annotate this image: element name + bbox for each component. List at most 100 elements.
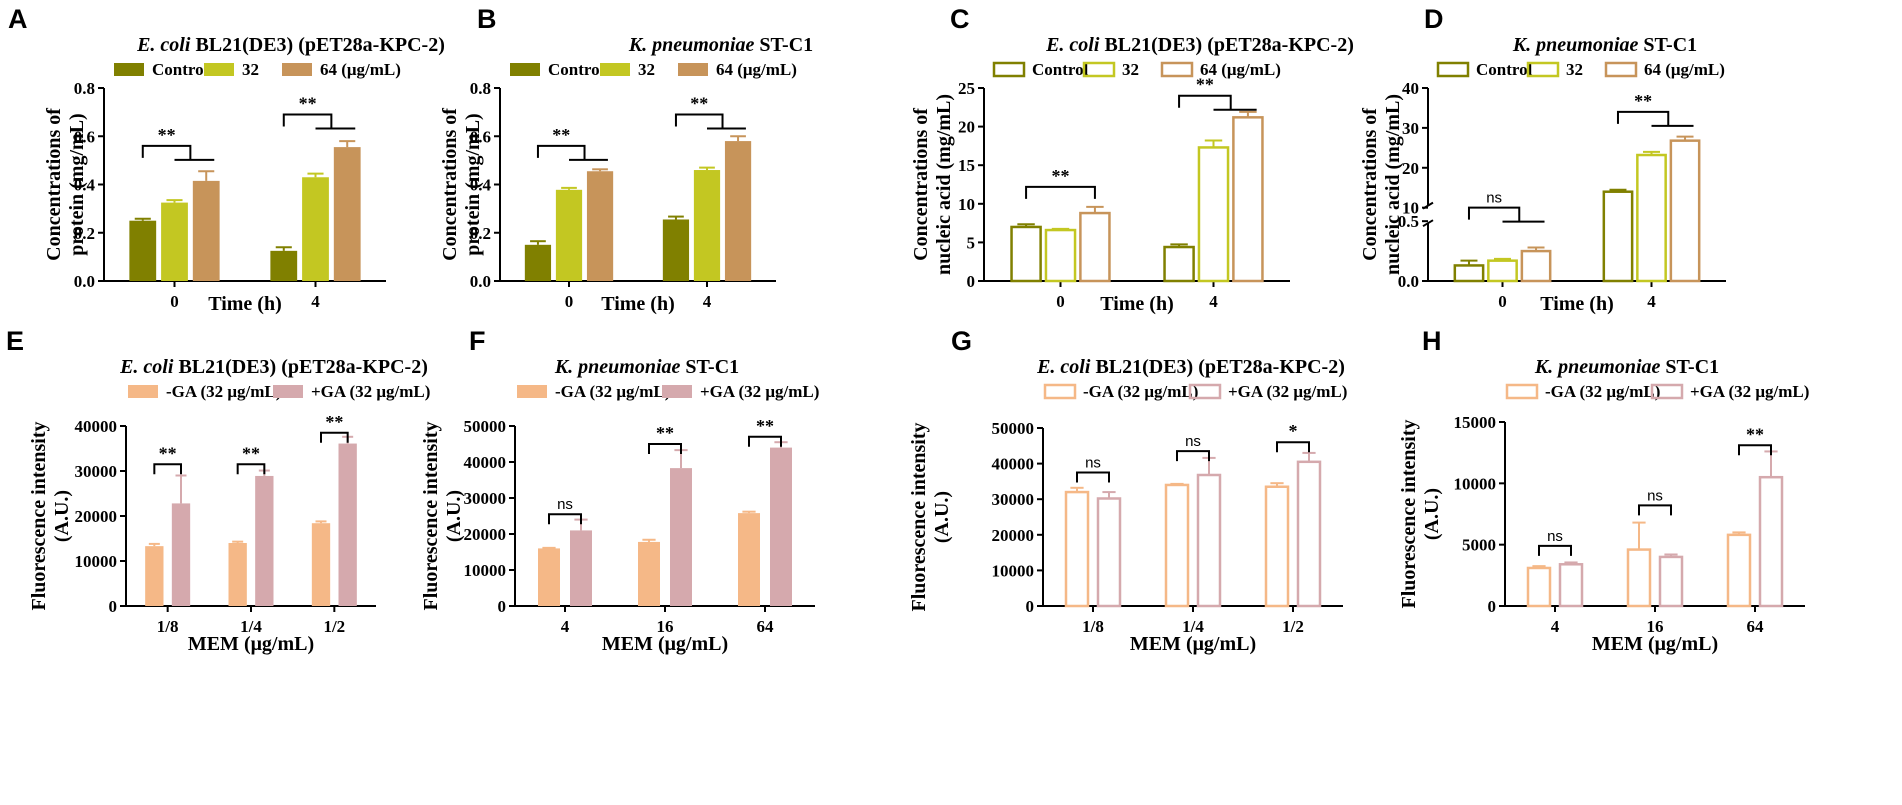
error-bar bbox=[1632, 521, 1646, 550]
x-tick-label: 1/8 bbox=[157, 617, 179, 636]
panel-a: A E. coli BL21(DE3) (pET28a-KPC-2) Control… bbox=[8, 4, 445, 315]
significance-bracket: ** bbox=[153, 443, 182, 475]
error-bar bbox=[1070, 486, 1084, 493]
chart-title: K. pneumoniae ST-C1 bbox=[1534, 356, 1719, 378]
y-tick-label: 10000 bbox=[992, 561, 1035, 580]
title-rest: BL21(DE3) (pET28a-KPC-2) bbox=[190, 34, 444, 56]
legend-label: 64 (μg/mL) bbox=[1200, 60, 1281, 79]
y-tick-label: 20 bbox=[958, 118, 975, 137]
y-tick-label: 40000 bbox=[464, 453, 507, 472]
y-tick-label: 0.5 bbox=[1398, 212, 1419, 231]
y-tick-label: 0 bbox=[967, 272, 976, 291]
title-italic: K. pneumoniae bbox=[554, 356, 681, 378]
legend-swatch bbox=[273, 385, 303, 398]
y-tick-label: 20 bbox=[1402, 159, 1419, 178]
title-italic: E. coli bbox=[136, 34, 191, 56]
y-tick-label: 15000 bbox=[1454, 413, 1497, 432]
y-tick-label: 25 bbox=[958, 79, 975, 98]
y-tick-label: 40 bbox=[1402, 79, 1419, 98]
y-tick-label: 0.4 bbox=[74, 176, 96, 195]
legend-swatch bbox=[1526, 61, 1560, 78]
legend-swatch bbox=[678, 63, 708, 76]
y-axis-label-line: Fluorescence intensity bbox=[1398, 419, 1420, 608]
x-axis-label: Time (h) bbox=[1540, 293, 1614, 315]
error-bar bbox=[148, 542, 160, 547]
bar bbox=[333, 147, 361, 281]
error-bar bbox=[742, 510, 756, 514]
bar bbox=[338, 443, 357, 606]
axes: 0 10000 20000 30000 40000 1/8 1/4 1/2 bbox=[75, 417, 376, 636]
significance-label: * bbox=[1289, 421, 1298, 441]
bracket-line bbox=[320, 431, 349, 443]
significance-bracket: ns bbox=[1638, 487, 1672, 516]
legend-label: 32 bbox=[242, 60, 259, 79]
y-axis-label-line: Concentrations of bbox=[910, 108, 932, 261]
y-tick-label: 0.6 bbox=[470, 127, 491, 146]
error-bar bbox=[1302, 451, 1316, 462]
y-tick-label: 20000 bbox=[464, 525, 507, 544]
y-tick-label: 40000 bbox=[992, 455, 1035, 474]
x-axis-label: Time (h) bbox=[1100, 293, 1174, 315]
title-rest: BL21(DE3) (pET28a-KPC-2) bbox=[1090, 356, 1344, 378]
bracket-line bbox=[236, 463, 266, 475]
y-axis-label: Fluorescence intensity(A.U.) bbox=[908, 422, 953, 611]
legend-label: Control bbox=[152, 60, 209, 79]
bar bbox=[311, 523, 331, 606]
bar bbox=[638, 541, 660, 606]
y-tick-label: 15 bbox=[958, 156, 975, 175]
bracket-line bbox=[1276, 441, 1310, 453]
error-bar bbox=[1676, 135, 1694, 141]
panel-g: G E. coli BL21(DE3) (pET28a-KPC-2) -GA (32… bbox=[908, 326, 1347, 655]
y-tick-label: 0.0 bbox=[74, 272, 95, 291]
bar bbox=[1669, 139, 1701, 283]
legend: Control 32 64 (μg/mL) bbox=[1436, 60, 1725, 79]
error-bar bbox=[166, 199, 183, 203]
title-rest: ST-C1 bbox=[1660, 356, 1719, 378]
error-bar bbox=[1609, 188, 1627, 192]
bracket-line bbox=[1738, 444, 1772, 456]
bar bbox=[171, 503, 191, 606]
y-axis-label-line: (A.U.) bbox=[1421, 488, 1443, 540]
bar bbox=[1758, 475, 1784, 608]
error-bar bbox=[1170, 243, 1188, 248]
x-axis-label: Time (h) bbox=[601, 293, 675, 315]
significance-label: ** bbox=[552, 125, 570, 145]
y-tick-label: 0.8 bbox=[470, 79, 491, 98]
legend-label: +GA (32 μg/mL) bbox=[311, 382, 430, 401]
error-bar bbox=[1086, 205, 1104, 214]
bracket-line bbox=[1076, 471, 1110, 483]
significance-bracket: ns bbox=[1538, 528, 1572, 556]
bar bbox=[161, 202, 188, 281]
significance-bracket: ** bbox=[674, 94, 746, 130]
y-axis-label-line: Concentrations of bbox=[1359, 108, 1381, 261]
bar bbox=[1658, 555, 1684, 608]
significance-label: ** bbox=[1746, 424, 1764, 444]
bar bbox=[1558, 563, 1584, 608]
y-tick-label: 20000 bbox=[75, 507, 118, 526]
panel-letter: B bbox=[477, 4, 497, 34]
bar bbox=[1726, 533, 1752, 608]
bar bbox=[693, 170, 721, 281]
axes: 0 5000 10000 15000 4 16 64 bbox=[1454, 413, 1805, 636]
bar bbox=[1526, 566, 1552, 608]
legend-label: 64 (μg/mL) bbox=[716, 60, 797, 79]
y-axis-label: Fluorescence intensity(A.U.) bbox=[1398, 419, 1443, 608]
bar bbox=[270, 250, 298, 281]
legend: -GA (32 μg/mL) +GA (32 μg/mL) bbox=[1505, 382, 1809, 401]
y-axis-label-line: nucleic acid (mg/mL) bbox=[933, 94, 955, 275]
legend-swatch bbox=[1160, 61, 1194, 78]
error-bar bbox=[730, 135, 746, 142]
significance-label: ** bbox=[1634, 91, 1652, 111]
bar bbox=[570, 530, 592, 606]
bar bbox=[662, 219, 690, 281]
significance-label: ** bbox=[242, 443, 260, 463]
x-tick-label: 4 bbox=[561, 617, 570, 636]
legend-label: -GA (32 μg/mL) bbox=[1545, 382, 1660, 401]
bracket-line bbox=[153, 463, 182, 475]
x-axis-label: MEM (μg/mL) bbox=[1130, 633, 1256, 655]
bar bbox=[1626, 548, 1652, 608]
legend-label: -GA (32 μg/mL) bbox=[555, 382, 670, 401]
x-tick-label: 4 bbox=[311, 292, 320, 311]
legend: -GA (32 μg/mL) +GA (32 μg/mL) bbox=[517, 382, 819, 401]
